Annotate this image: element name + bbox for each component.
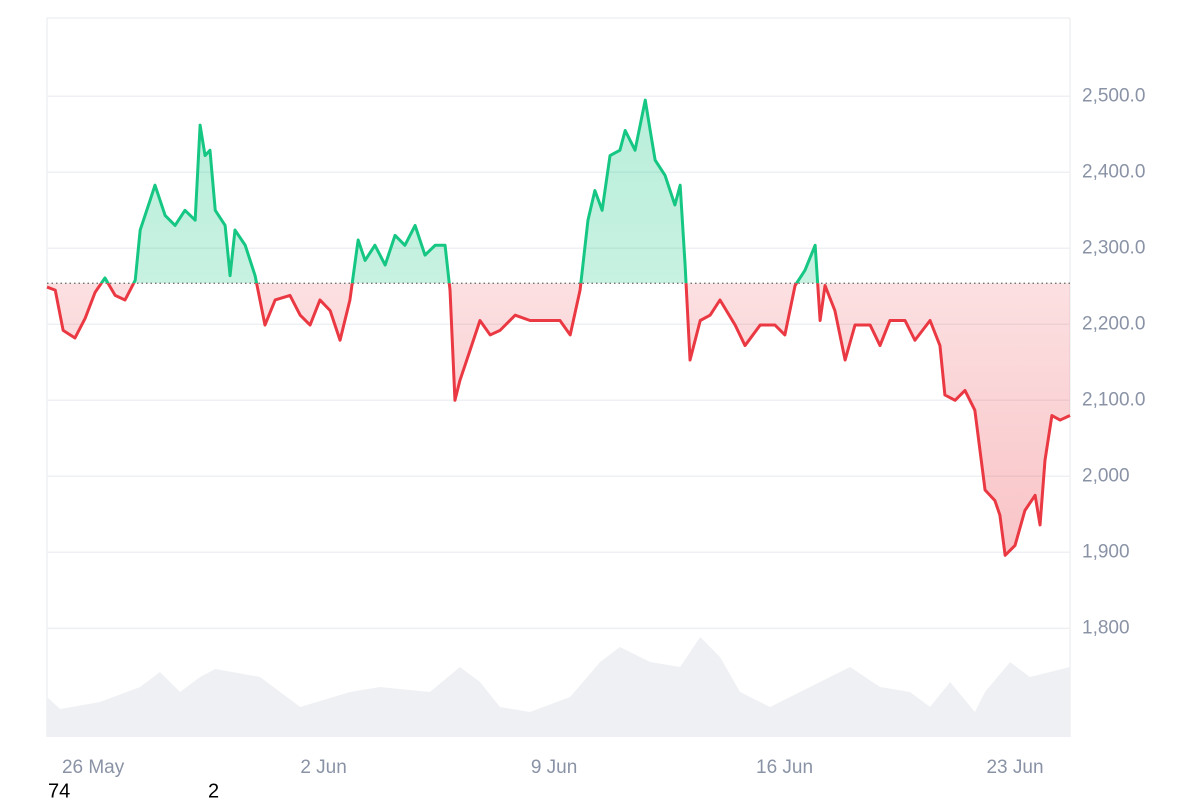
y-tick-label: 2,300.0 xyxy=(1082,237,1145,258)
x-tick-label: 9 Jun xyxy=(531,757,577,778)
footer-label: 74 xyxy=(48,780,70,800)
y-tick-label: 1,800 xyxy=(1082,617,1130,638)
price-line-up xyxy=(99,98,820,284)
x-tick-label: 23 Jun xyxy=(986,757,1043,778)
x-tick-label: 2 Jun xyxy=(300,757,346,778)
y-tick-label: 2,200.0 xyxy=(1082,313,1145,334)
y-tick-label: 2,400.0 xyxy=(1082,161,1145,182)
footer-label: 2 xyxy=(208,780,219,800)
y-tick-label: 2,500.0 xyxy=(1082,85,1145,106)
x-tick-label: 26 May xyxy=(62,757,125,778)
y-tick-label: 2,000 xyxy=(1082,465,1130,486)
y-tick-label: 2,100.0 xyxy=(1082,389,1145,410)
price-line-down xyxy=(46,283,1071,557)
area-up xyxy=(101,100,818,284)
area-down xyxy=(47,283,1070,556)
volume-area xyxy=(47,637,1070,737)
y-tick-label: 1,900 xyxy=(1082,541,1130,562)
x-tick-label: 16 Jun xyxy=(756,757,813,778)
